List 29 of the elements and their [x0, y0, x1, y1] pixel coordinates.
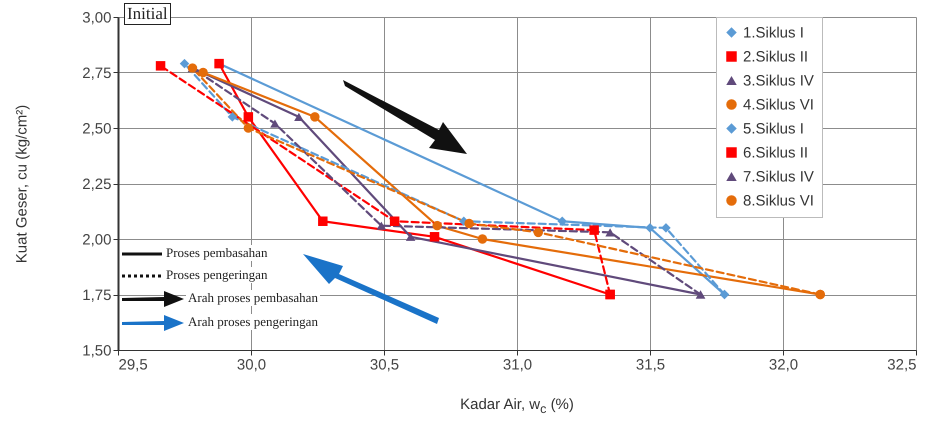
legend-label: 2.Siklus II [743, 48, 808, 66]
legend-label: 3.Siklus IV [743, 72, 814, 90]
x-tick-label: 29,5 [118, 356, 148, 374]
x-axis-title: Kadar Air, w$_{c}$ (%) [460, 396, 574, 416]
legend-label: 5.Siklus I [743, 120, 804, 138]
y-tick-label: 3,00 [82, 10, 112, 26]
y-axis-title: Kuat Geser, cu (kg/cm²) [14, 104, 30, 263]
y-tick-label: 2,75 [82, 65, 112, 82]
annotation: Arah proses pengeringan [186, 314, 320, 330]
legend-label: 7.Siklus IV [743, 168, 814, 186]
legend-label: 8.Siklus VI [743, 192, 814, 210]
annotation: Proses pembasahan [164, 245, 270, 261]
y-tick-label: 1,75 [82, 287, 112, 304]
y-tick-label: 2,00 [82, 232, 112, 248]
annotation: Initial [124, 3, 171, 25]
annotation: Arah proses pembasahan [186, 290, 320, 306]
annotation: Proses pengeringan [164, 267, 270, 283]
x-tick-label: 32,0 [768, 356, 798, 374]
x-tick-label: 30,0 [236, 356, 266, 374]
y-tick-label: 2,25 [82, 176, 112, 193]
y-tick-label: 1,50 [82, 342, 112, 360]
x-tick-label: 31,0 [502, 356, 532, 374]
x-tick-label: 30,5 [370, 356, 400, 374]
x-tick-label: 31,5 [636, 356, 666, 374]
y-tick-label: 2,50 [82, 120, 112, 138]
legend-label: 6.Siklus II [743, 144, 808, 162]
legend-label: 4.Siklus VI [743, 96, 814, 114]
legend-label: 1.Siklus I [743, 24, 804, 42]
x-tick-label: 32,5 [887, 356, 916, 374]
